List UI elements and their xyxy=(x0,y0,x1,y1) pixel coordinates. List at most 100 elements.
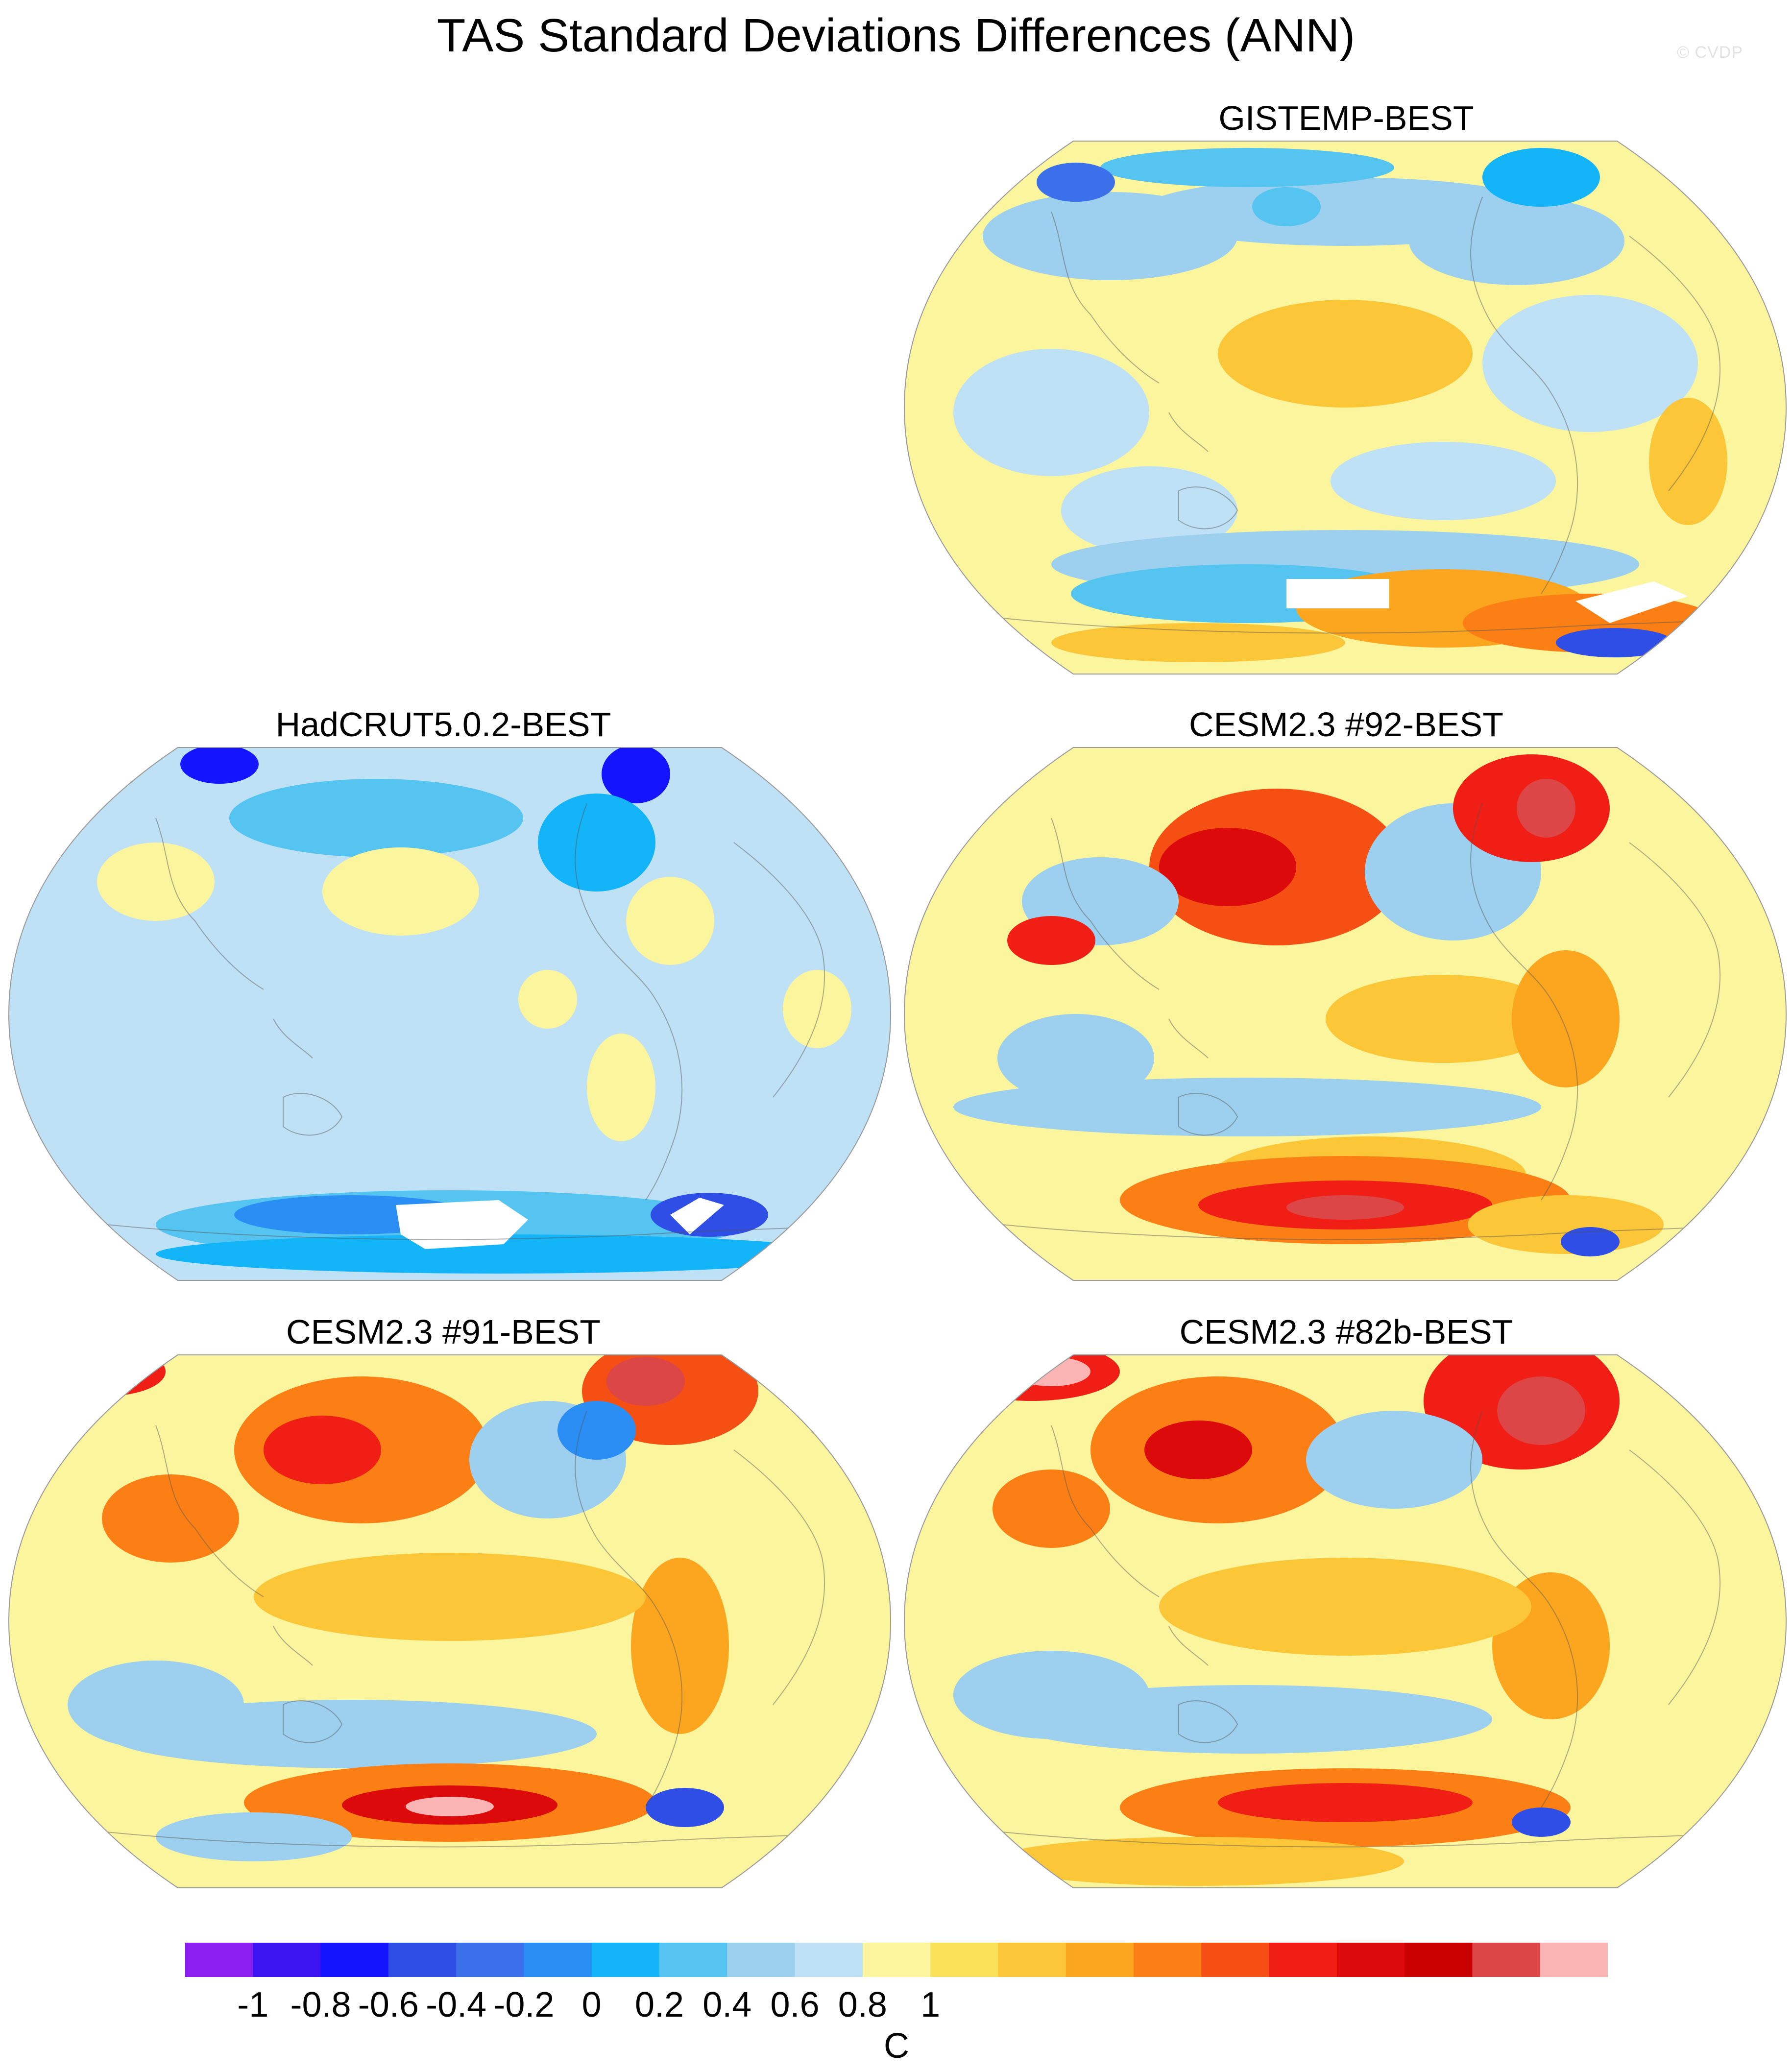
colorbar-swatch xyxy=(1066,1943,1134,1977)
panel-title-cesm82b: CESM2.3 #82b-BEST xyxy=(1179,1313,1513,1351)
coastline xyxy=(575,803,683,1201)
field-contour xyxy=(264,1416,381,1484)
colorbar-swatch xyxy=(524,1943,592,1977)
coastline xyxy=(733,842,825,1098)
field-contour xyxy=(1482,295,1698,432)
coastline xyxy=(733,1449,825,1705)
colorbar-tick-label: 0.6 xyxy=(770,1985,820,2024)
coastline xyxy=(1629,236,1721,491)
field-contour xyxy=(1512,950,1620,1087)
field-contour xyxy=(180,747,259,784)
colorbar-tick-label: 0 xyxy=(581,1985,602,2024)
field-contour xyxy=(1061,466,1237,554)
field-contour xyxy=(602,747,670,803)
coastline xyxy=(1168,412,1209,452)
field-contour xyxy=(606,1357,685,1406)
panel-title-hadcrut: HadCRUT5.0.2-BEST xyxy=(275,705,611,744)
field-contour xyxy=(97,843,215,921)
colorbar-swatch xyxy=(795,1943,863,1977)
field-contour xyxy=(1409,197,1624,285)
colorbar-tick-label: 0.4 xyxy=(702,1985,752,2024)
colorbar xyxy=(185,1943,1608,1977)
field-contour xyxy=(1286,1195,1404,1220)
coastline xyxy=(1051,1425,1160,1597)
field-contour xyxy=(1512,1807,1571,1837)
field-contour xyxy=(953,1651,1149,1739)
field-contour xyxy=(557,1401,636,1460)
coastline xyxy=(1051,211,1160,384)
colorbar-swatch xyxy=(1472,1943,1541,1977)
field-contour xyxy=(1007,916,1095,965)
field-contour xyxy=(1100,148,1394,187)
panel-title-gistemp: GISTEMP-BEST xyxy=(1218,99,1474,137)
map-outline xyxy=(8,1354,892,1888)
colorbar-swatch xyxy=(1405,1943,1473,1977)
colorbar-swatch xyxy=(591,1943,660,1977)
field-contour xyxy=(646,1788,724,1827)
coastline xyxy=(1629,842,1721,1098)
coastline xyxy=(1470,1410,1578,1808)
field-contour xyxy=(1144,1421,1252,1479)
colorbar-tick-label: 0.8 xyxy=(838,1985,887,2024)
coastline xyxy=(106,1224,842,1240)
field-contour xyxy=(68,1661,244,1749)
field-contour xyxy=(1331,442,1556,520)
colorbar-swatch xyxy=(185,1943,253,1977)
colorbar-swatch xyxy=(659,1943,727,1977)
field-contour xyxy=(1252,187,1321,226)
figure-title: TAS Standard Deviations Differences (ANN… xyxy=(436,9,1356,62)
field-contour xyxy=(1497,1376,1585,1445)
colorbar-tick-label: -1 xyxy=(237,1985,269,2024)
colorbar-swatch xyxy=(1540,1943,1608,1977)
coastline xyxy=(273,1018,313,1059)
colorbar-swatch xyxy=(930,1943,999,1977)
map-outline xyxy=(8,747,892,1281)
coastline xyxy=(1002,1224,1738,1240)
coastline xyxy=(1178,1093,1238,1136)
field-contour xyxy=(1218,300,1473,408)
coastline xyxy=(1178,1700,1238,1743)
field-contour xyxy=(156,1234,842,1274)
field-contour xyxy=(102,1474,239,1563)
colorbar-swatch xyxy=(998,1943,1066,1977)
field-contour xyxy=(997,1014,1154,1102)
field-contour xyxy=(993,1470,1110,1548)
colorbar-swatch xyxy=(727,1943,796,1977)
field-contour xyxy=(254,1553,646,1641)
field-contour xyxy=(587,1034,655,1141)
field-contour xyxy=(626,877,714,965)
colorbar-swatch xyxy=(388,1943,457,1977)
field-contour xyxy=(156,1812,352,1861)
watermark: © CVDP xyxy=(1677,43,1743,62)
map-outline xyxy=(903,1354,1787,1888)
map-outline xyxy=(903,747,1787,1281)
missing-data-region xyxy=(670,1198,724,1234)
colorbar-tick-label: 0.2 xyxy=(634,1985,684,2024)
map-cesm91 xyxy=(8,1354,892,1888)
map-cesm92 xyxy=(903,747,1787,1281)
colorbar-swatch xyxy=(253,1943,321,1977)
map-cesm82b xyxy=(903,1354,1787,1888)
field-contour xyxy=(518,970,577,1029)
field-contour xyxy=(1037,163,1115,202)
map-hadcrut xyxy=(8,747,892,1281)
coastline xyxy=(155,1425,264,1597)
coastline xyxy=(1470,196,1578,594)
field-contour xyxy=(1159,1558,1531,1656)
field-contour xyxy=(322,847,479,936)
field-contour xyxy=(406,1797,494,1816)
panel-title-cesm91: CESM2.3 #91-BEST xyxy=(286,1313,601,1351)
field-contour xyxy=(993,1837,1404,1886)
colorbar-swatch xyxy=(862,1943,931,1977)
coastline xyxy=(155,818,264,990)
colorbar-units: C xyxy=(884,2026,909,2066)
map-gistemp xyxy=(903,141,1787,675)
field-contour xyxy=(953,349,1149,476)
coastline xyxy=(1629,1449,1721,1705)
colorbar-tick-label: 1 xyxy=(920,1985,941,2024)
field-contour xyxy=(1051,623,1345,662)
map-outline xyxy=(903,141,1787,675)
field-contour xyxy=(1159,828,1296,906)
coastline xyxy=(1168,1018,1209,1059)
colorbar-tick-label: -0.2 xyxy=(493,1985,555,2024)
